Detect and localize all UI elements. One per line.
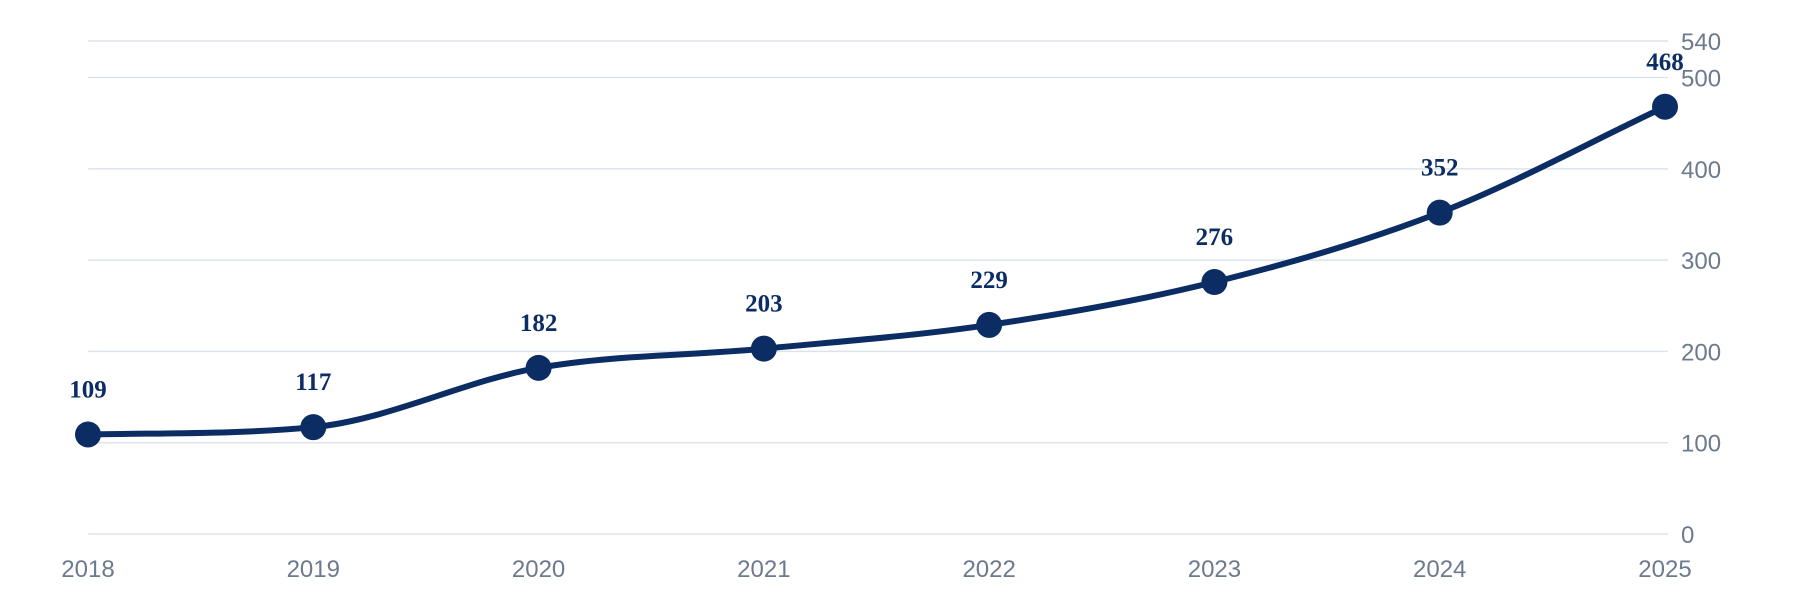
series-line (85, 103, 1668, 438)
data-point-2025 (1652, 93, 1678, 120)
grid-lines (88, 40, 1668, 535)
data-point-2022 (976, 311, 1003, 338)
data-label-2024: 352 (1421, 155, 1459, 182)
data-points (75, 93, 1678, 448)
series-line-group (85, 103, 1668, 438)
y-tick-label: 540 (1681, 29, 1721, 56)
x-tick-label: 2020 (512, 556, 565, 583)
data-point-2018 (75, 421, 101, 448)
data-labels: 109 117 182 203 229 276 352 468 (69, 49, 1684, 403)
x-tick-label: 2025 (1638, 556, 1691, 583)
data-point-2019 (300, 414, 327, 441)
data-label-2020: 182 (520, 310, 558, 337)
y-tick-label: 200 (1681, 339, 1721, 366)
data-label-2018: 109 (69, 376, 107, 403)
y-tick-label: 300 (1681, 248, 1721, 275)
data-point-2020 (525, 354, 552, 381)
x-tick-label: 2019 (287, 556, 340, 583)
y-tick-label: 400 (1681, 157, 1721, 184)
x-tick-label: 2024 (1413, 556, 1466, 583)
data-point-2023 (1201, 269, 1228, 296)
data-point-2021 (750, 335, 777, 362)
data-label-2025: 468 (1646, 49, 1684, 76)
x-tick-label: 2021 (737, 556, 790, 583)
y-tick-label: 500 (1681, 66, 1721, 93)
x-tick-label: 2018 (61, 556, 114, 583)
x-axis-ticks: 2018 2019 2020 2021 2022 2023 2024 2025 (61, 556, 1691, 583)
x-tick-label: 2023 (1188, 556, 1241, 583)
data-label-2023: 276 (1196, 224, 1234, 251)
y-tick-label: 0 (1681, 522, 1694, 549)
x-tick-label: 2022 (962, 556, 1015, 583)
data-label-2022: 229 (970, 267, 1008, 294)
data-point-2024 (1426, 199, 1453, 226)
data-label-2021: 203 (745, 291, 783, 318)
y-tick-label: 100 (1681, 431, 1721, 458)
data-label-2019: 117 (295, 369, 331, 396)
y-axis-ticks: 0 100 200 300 400 500 540 (1681, 29, 1721, 549)
